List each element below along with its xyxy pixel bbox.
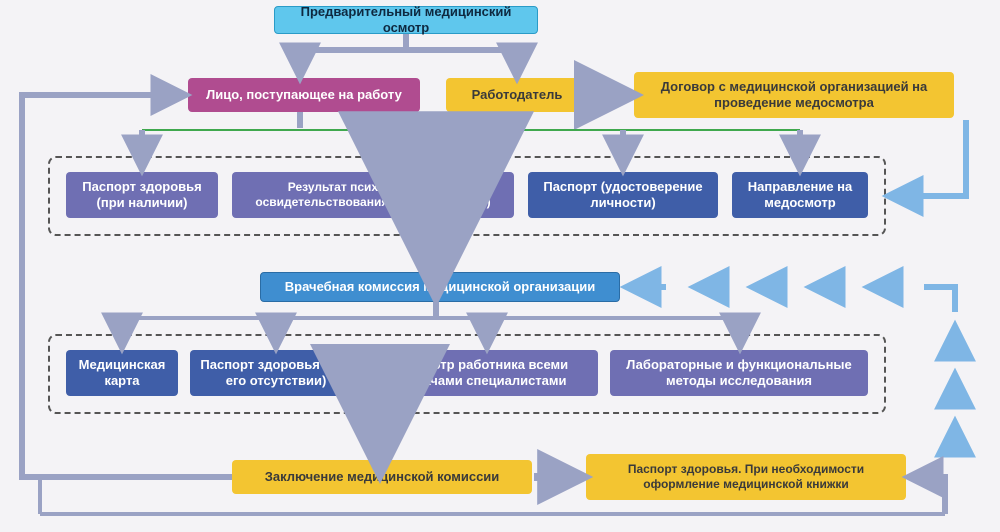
arrows-layer: [0, 0, 1000, 532]
